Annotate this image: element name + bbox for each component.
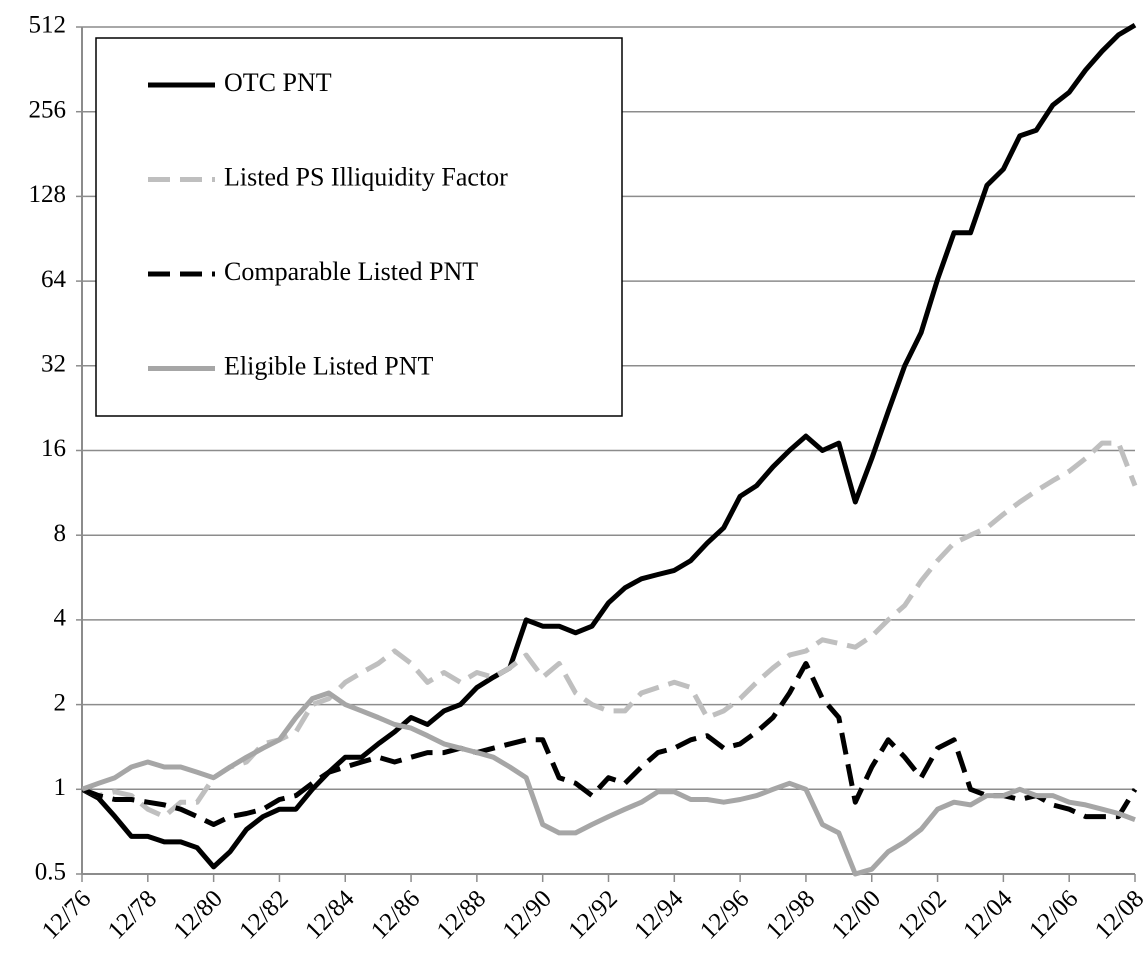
series-line [82, 22, 1137, 870]
y-tick-label: 64 [41, 266, 67, 293]
x-tick-label: 12/90 [498, 885, 557, 944]
legend-label: Listed PS Illiquidity Factor [224, 162, 508, 191]
legend-label: OTC PNT [224, 68, 332, 97]
series-group [82, 22, 1138, 877]
x-tick-label: 12/82 [234, 885, 293, 944]
x-tick-label: 12/88 [432, 885, 491, 944]
y-tick-label: 8 [54, 520, 67, 547]
x-tick-label: 12/02 [892, 885, 951, 944]
y-tick-label: 128 [29, 181, 67, 208]
x-tick-label: 12/78 [103, 885, 162, 944]
x-tick-label: 12/08 [1090, 885, 1143, 944]
y-tick-label: 256 [29, 96, 67, 123]
y-tick-label: 2 [54, 689, 67, 716]
y-tick-label: 1 [54, 774, 67, 801]
series-line [82, 690, 1136, 877]
x-tick-label: 12/92 [563, 885, 622, 944]
x-tick-label: 12/00 [827, 885, 886, 944]
x-tick-label: 12/98 [761, 885, 820, 944]
y-tick-label: 4 [54, 605, 67, 632]
x-tick-label: 12/94 [629, 885, 689, 945]
x-tick-label: 12/06 [1024, 885, 1083, 944]
y-tick-label: 512 [29, 12, 67, 39]
x-tick-label: 12/80 [169, 885, 228, 944]
legend-label: Eligible Listed PNT [224, 351, 434, 380]
x-tick-label: 12/86 [366, 885, 425, 944]
legend-box [95, 37, 623, 417]
series-line [82, 661, 1138, 827]
legend-label: Comparable Listed PNT [224, 257, 478, 286]
y-tick-label: 32 [41, 351, 66, 378]
x-tick-label: 12/96 [695, 885, 754, 944]
x-tick-label: 12/04 [958, 885, 1018, 945]
x-tick-label: 12/84 [300, 885, 360, 945]
x-tick-label: 12/76 [37, 885, 96, 944]
y-tick-label: 16 [41, 435, 66, 462]
y-tick-label: 0.5 [35, 859, 66, 886]
